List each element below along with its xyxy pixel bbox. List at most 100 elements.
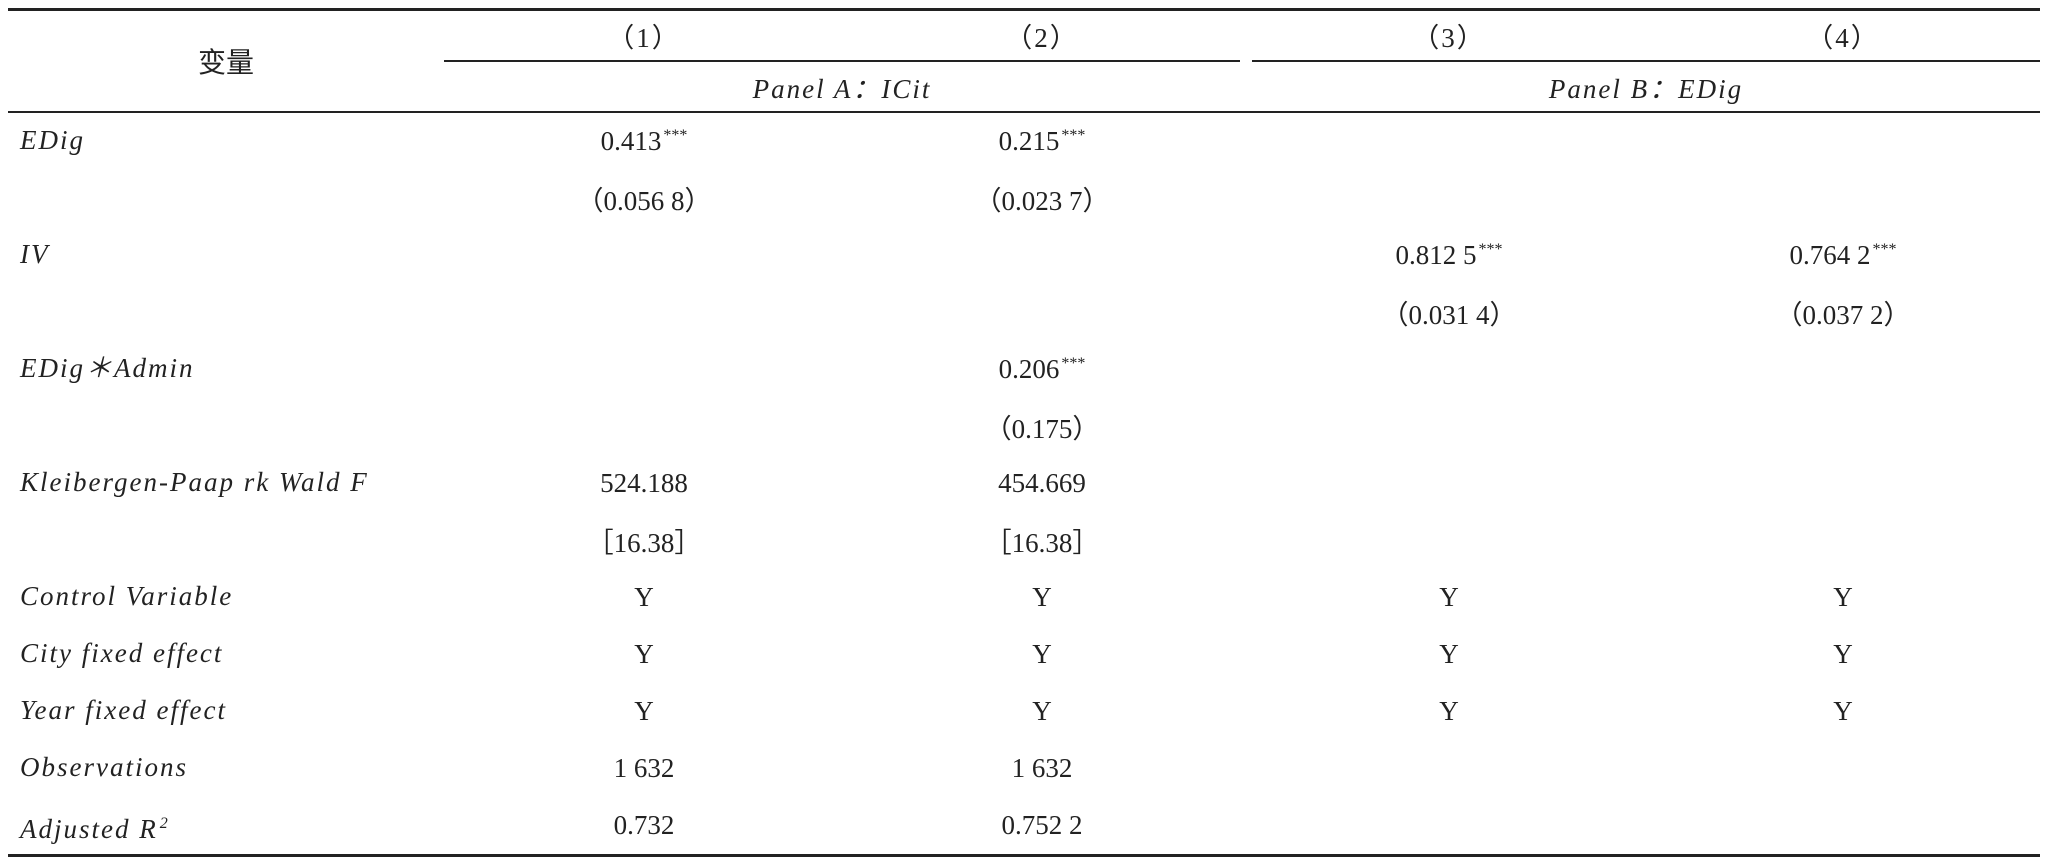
cell [1646, 455, 2040, 512]
cell: 524.188 [600, 468, 688, 498]
table-row: City fixed effect Y Y Y Y [8, 626, 2040, 683]
cell: Y [1032, 639, 1052, 669]
cell [1646, 740, 2040, 797]
cell: Y [1833, 696, 1853, 726]
gap [1240, 569, 1252, 626]
panel-header: Panel B：EDig [1252, 61, 2040, 113]
row-label: EDig＊Admin [20, 353, 195, 383]
cell [444, 227, 844, 284]
cell-text: 0.206 [998, 354, 1060, 384]
cell [1646, 512, 2040, 569]
significance: *** [1872, 241, 1897, 258]
cell [1646, 112, 2040, 170]
cell: 0.215 *** [844, 112, 1240, 170]
corner-header: 变量 [8, 8, 444, 113]
cell: 0.413 *** [444, 112, 844, 170]
cell [1646, 341, 2040, 398]
significance: *** [663, 127, 688, 144]
row-label: IV [20, 239, 50, 269]
cell: （0.023 7） [974, 186, 1110, 216]
cell [1252, 797, 1646, 857]
table-row: Control Variable Y Y Y Y [8, 569, 2040, 626]
cell: 0.732 [444, 797, 844, 857]
cell [1646, 797, 2040, 857]
table-row: （0.056 8） （0.023 7） [8, 170, 2040, 227]
regression-table: 变量 （1） （2） （3） （4） Panel A：ICit Panel B：… [8, 8, 2040, 857]
row-label [8, 398, 444, 455]
cell: Y [1032, 696, 1052, 726]
panel-header: Panel A：ICit [444, 61, 1240, 113]
cell: 454.669 [998, 468, 1086, 498]
cell [1252, 740, 1646, 797]
table-row: （0.031 4） （0.037 2） [8, 284, 2040, 341]
cell [1252, 512, 1646, 569]
panel-row: Panel A：ICit Panel B：EDig [8, 61, 2040, 113]
table-row: Adjusted R 2 0.732 0.752 2 [8, 797, 2040, 857]
table-row: IV 0.812 5 *** 0.764 2 *** [8, 227, 2040, 284]
cell: Y [1439, 696, 1459, 726]
cell: 0.764 2 *** [1646, 227, 2040, 284]
cell: Y [1439, 582, 1459, 612]
cell: Y [1833, 639, 1853, 669]
gap [1240, 626, 1252, 683]
cell: Y [1032, 582, 1052, 612]
cell: （0.031 4） [1381, 300, 1517, 330]
cell: Y [1833, 582, 1853, 612]
cell [444, 341, 844, 398]
cell [444, 284, 844, 341]
table-row: Year fixed effect Y Y Y Y [8, 683, 2040, 740]
cell: （0.056 8） [576, 186, 712, 216]
gap [1240, 284, 1252, 341]
cell-text: 0.215 [998, 126, 1060, 156]
row-label: Control Variable [20, 581, 234, 611]
gap [1240, 112, 1252, 170]
cell [1646, 170, 2040, 227]
column-header: （2） [844, 8, 1240, 62]
row-label: Year fixed effect [20, 695, 227, 725]
row-label [8, 170, 444, 227]
cell [1252, 170, 1646, 227]
column-header: （3） [1252, 8, 1646, 62]
row-label [8, 512, 444, 569]
cell: Y [1439, 639, 1459, 669]
row-label: Kleibergen-Paap rk Wald F [20, 467, 369, 497]
cell: 0.812 5 *** [1252, 227, 1646, 284]
cell: Y [634, 696, 654, 726]
cell-text: 0.812 5 [1395, 240, 1477, 270]
cell: ［16.38］ [984, 528, 1100, 558]
row-label: Observations [20, 752, 188, 782]
header-row: 变量 （1） （2） （3） （4） [8, 8, 2040, 113]
cell-text: 0.413 [600, 126, 662, 156]
gap [1240, 398, 1252, 455]
cell: 1 632 [613, 753, 675, 783]
cell: （0.175） [984, 414, 1100, 444]
cell: 0.752 2 [844, 797, 1240, 857]
row-label: EDig [20, 125, 85, 155]
gap [1240, 341, 1252, 398]
gap [1240, 170, 1252, 227]
table-row: EDig＊Admin 0.206 *** [8, 341, 2040, 398]
cell [444, 398, 844, 455]
table-row: Kleibergen-Paap rk Wald F 524.188 454.669 [8, 455, 2040, 512]
cell: Y [634, 639, 654, 669]
significance: *** [1061, 127, 1086, 144]
column-header: （1） [444, 8, 844, 62]
row-label [8, 284, 444, 341]
gap [1240, 683, 1252, 740]
cell [844, 227, 1240, 284]
cell: （0.037 2） [1775, 300, 1911, 330]
table-row: （0.175） [8, 398, 2040, 455]
cell-text: 0.764 2 [1789, 240, 1871, 270]
gap [1240, 455, 1252, 512]
row-label: City fixed effect [20, 638, 224, 668]
table-row: Observations 1 632 1 632 [8, 740, 2040, 797]
cell-text: Adjusted R [20, 814, 158, 844]
table-row: ［16.38］ ［16.38］ [8, 512, 2040, 569]
cell [1252, 112, 1646, 170]
cell: ［16.38］ [586, 528, 702, 558]
gap [1240, 227, 1252, 284]
table-row: EDig 0.413 *** 0.215 *** [8, 112, 2040, 170]
significance: *** [1478, 241, 1503, 258]
cell [1252, 398, 1646, 455]
cell [1646, 398, 2040, 455]
